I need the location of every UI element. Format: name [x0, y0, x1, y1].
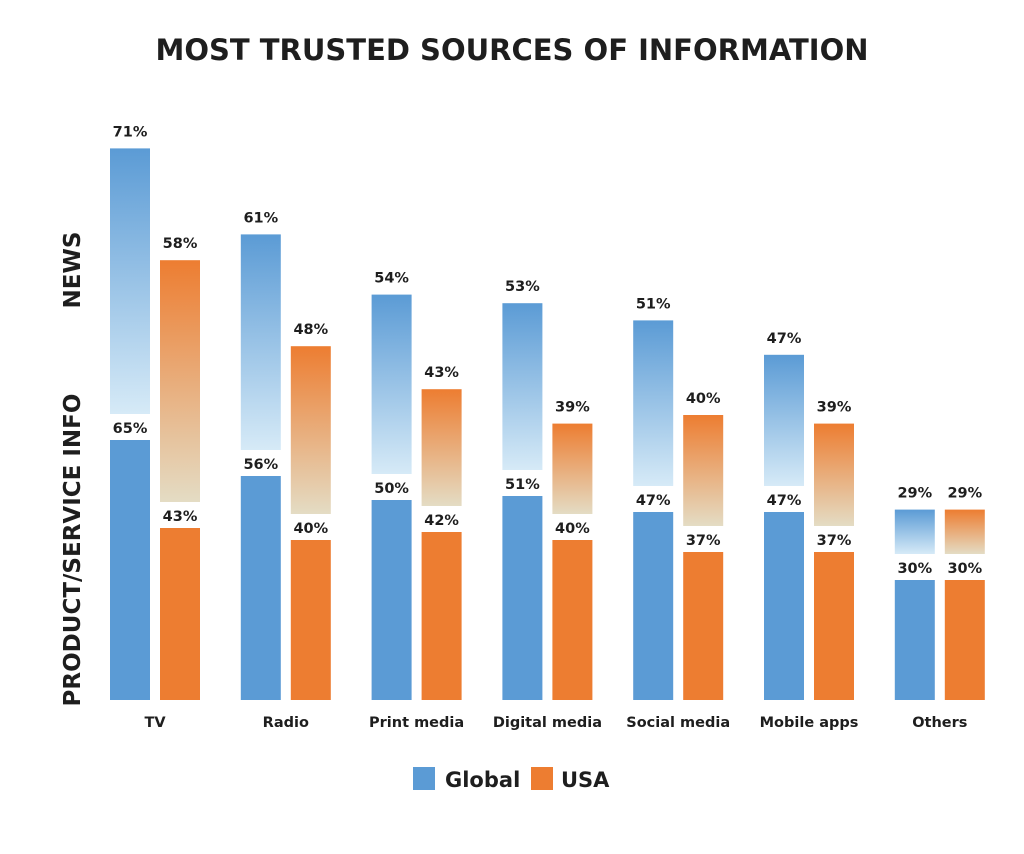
legend-swatch-global — [413, 767, 435, 790]
value-labels-group: 65% 71% 43% 58% 56% 61% 40% 48% 50% 54% 42% 43% 51% 5… — [113, 124, 983, 577]
bar-product-global — [110, 440, 150, 700]
value-label-news: 53% — [505, 279, 540, 295]
value-label-product: 43% — [163, 509, 198, 525]
value-label-product: 37% — [817, 533, 852, 549]
bar-product-global — [894, 580, 935, 700]
category-labels-group: TV Radio Print media Digital media Social me… — [144, 715, 967, 731]
category-label: Print media — [369, 715, 464, 731]
value-label-product: 37% — [686, 533, 721, 549]
bars-group — [110, 148, 985, 700]
category-label: Digital media — [493, 715, 602, 731]
bar-product-global — [502, 496, 543, 700]
value-label-news: 39% — [817, 400, 852, 416]
value-label-news: 61% — [243, 210, 278, 226]
value-label-news: 48% — [293, 322, 328, 338]
legend: Global USA — [413, 767, 610, 792]
category-label: TV — [144, 715, 166, 731]
value-label-product: 30% — [897, 561, 932, 577]
bar-product-usa — [683, 552, 724, 700]
chart-title: MOST TRUSTED SOURCES OF INFORMATION — [155, 33, 868, 67]
bar-product-usa — [290, 540, 331, 700]
bar-news-global — [371, 294, 412, 474]
value-label-product: 56% — [243, 457, 278, 473]
value-label-product: 40% — [293, 521, 328, 537]
value-label-product: 30% — [947, 561, 982, 577]
section-label-news: NEWS — [60, 232, 86, 309]
bar-product-global — [764, 512, 804, 700]
value-label-product: 50% — [374, 481, 409, 497]
bar-news-usa — [421, 389, 462, 506]
bar-news-global — [764, 354, 804, 486]
value-label-news: 51% — [636, 296, 671, 312]
bar-news-usa — [552, 423, 593, 514]
bar-product-global — [240, 476, 281, 700]
value-label-product: 42% — [424, 513, 459, 529]
bar-news-usa — [944, 509, 985, 554]
bar-news-global — [633, 320, 674, 486]
category-label: Others — [912, 715, 967, 731]
bar-product-usa — [814, 552, 854, 700]
legend-label-global: Global — [445, 768, 520, 792]
value-label-product: 65% — [113, 421, 148, 437]
bar-product-global — [371, 500, 412, 700]
bar-news-global — [240, 234, 281, 450]
value-label-news: 40% — [686, 391, 721, 407]
bar-product-global — [633, 512, 674, 700]
bar-news-usa — [683, 415, 724, 526]
bar-news-global — [110, 148, 150, 414]
value-label-product: 40% — [555, 521, 590, 537]
value-label-news: 47% — [767, 331, 802, 347]
bar-product-usa — [552, 540, 593, 700]
legend-label-usa: USA — [561, 768, 610, 792]
bar-product-usa — [421, 532, 462, 700]
value-label-news: 29% — [897, 486, 932, 502]
value-label-product: 47% — [636, 493, 671, 509]
category-label: Mobile apps — [760, 715, 859, 731]
legend-swatch-usa — [531, 767, 553, 790]
bar-news-usa — [814, 423, 854, 526]
value-label-news: 58% — [163, 236, 198, 252]
value-label-news: 71% — [113, 124, 148, 140]
bar-news-usa — [160, 260, 200, 502]
value-label-news: 43% — [424, 365, 459, 381]
category-label: Radio — [263, 715, 309, 731]
bar-product-usa — [160, 528, 200, 700]
bar-product-usa — [944, 580, 985, 700]
value-label-product: 51% — [505, 477, 540, 493]
bar-news-global — [502, 303, 543, 470]
value-label-news: 39% — [555, 400, 590, 416]
section-label-product: PRODUCT/SERVICE INFO — [60, 394, 86, 707]
value-label-news: 54% — [374, 271, 409, 287]
bar-news-global — [894, 509, 935, 554]
category-label: Social media — [626, 715, 730, 731]
value-label-product: 47% — [767, 493, 802, 509]
value-label-news: 29% — [947, 486, 982, 502]
bar-news-usa — [290, 346, 331, 514]
